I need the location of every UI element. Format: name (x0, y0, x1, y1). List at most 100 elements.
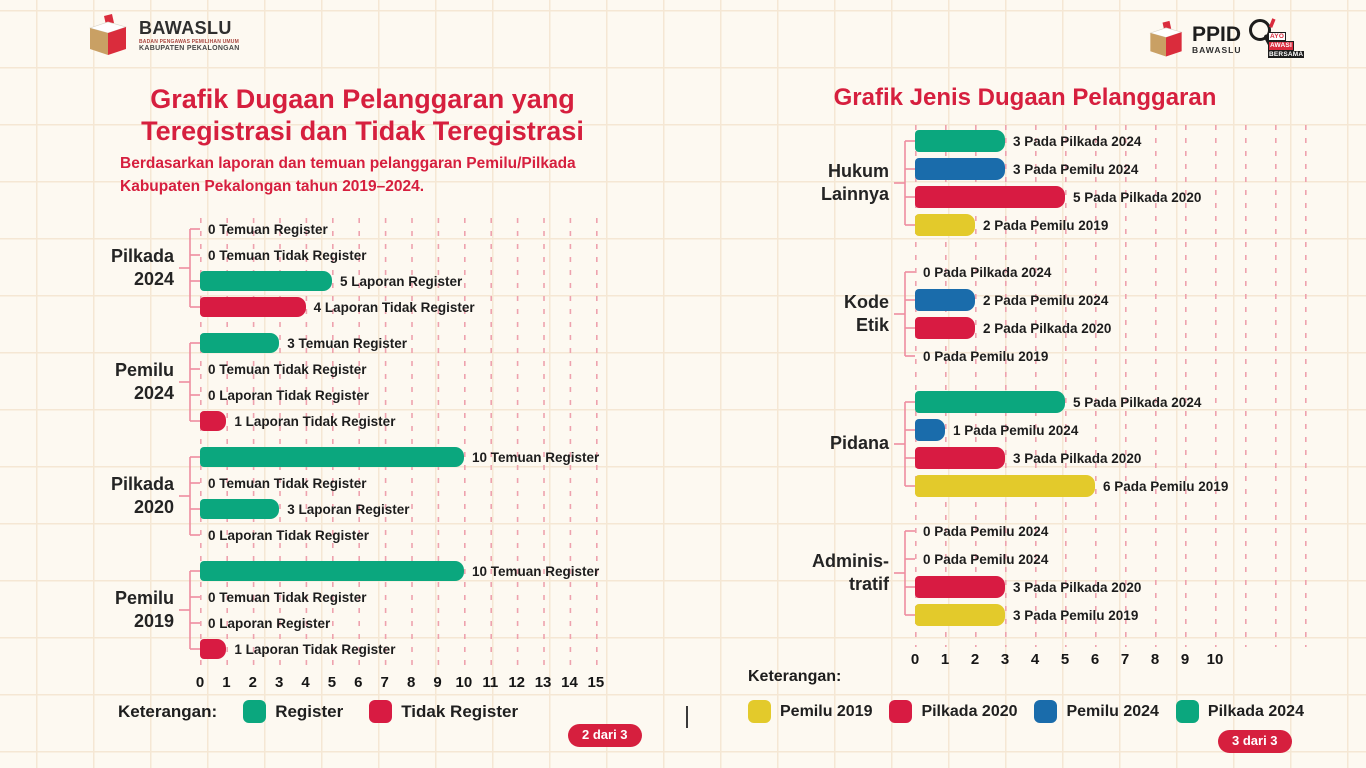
axis-tick: 10 (455, 674, 473, 691)
axis-tick: 12 (508, 674, 526, 691)
slide-3-panel: Grafik Jenis Dugaan Pelanggaran Hukum La… (700, 0, 1350, 768)
bar-label: 5 Laporan Register (340, 273, 463, 289)
bar (200, 271, 332, 291)
axis-tick: 2 (248, 674, 257, 691)
bar (915, 576, 1005, 598)
bar-label: 2 Pada Pemilu 2019 (983, 217, 1109, 233)
bar-label: 0 Laporan Tidak Register (208, 527, 370, 543)
bar-label: 0 Pada Pemilu 2019 (923, 348, 1049, 364)
bar-row: 1 Pada Pemilu 2024 (915, 416, 1305, 444)
bar-row: 5 Pada Pilkada 2024 (915, 388, 1305, 416)
ppid-logo-text: PPID BAWASLU (1192, 24, 1242, 55)
legend-swatch (889, 700, 913, 723)
category-group-pilkada-2024: Pilkada 2024 0 Temuan Register (94, 216, 600, 320)
axis-tick: 13 (534, 674, 552, 691)
group-bracket (179, 570, 200, 650)
bar-label: 5 Pada Pilkada 2020 (1073, 189, 1202, 205)
bar-row: 2 Pada Pilkada 2020 (915, 314, 1305, 342)
bar (915, 447, 1005, 469)
bar (200, 411, 227, 431)
bar-row: 3 Pada Pemilu 2024 (915, 155, 1305, 183)
ppid-logo-subtitle: BAWASLU (1192, 45, 1242, 56)
bar-row: 0 Pada Pemilu 2019 (915, 342, 1305, 370)
bar-row: 2 Pada Pemilu 2019 (915, 211, 1305, 239)
bar (915, 604, 1005, 626)
left-chart-subtitle: Berdasarkan laporan dan temuan pelanggar… (120, 155, 576, 196)
bar-row: 0 Temuan Tidak Register (200, 356, 600, 382)
group-rows: 5 Pada Pilkada 2024 1 Pada Pemilu 2024 3… (915, 388, 1305, 500)
axis-tick: 14 (561, 674, 578, 691)
bar-label: 2 Pada Pemilu 2024 (983, 292, 1109, 308)
bar-label: 3 Pada Pilkada 2020 (1013, 450, 1142, 466)
bar-row: 0 Temuan Tidak Register (200, 470, 600, 496)
group-bracket (179, 342, 200, 422)
text-cursor (686, 706, 688, 728)
legend-item: Tidak Register (369, 700, 518, 723)
bar-label: 0 Pada Pemilu 2024 (923, 523, 1049, 539)
axis-tick: 11 (482, 674, 499, 691)
bar-row: 3 Pada Pilkada 2024 (915, 127, 1305, 155)
axis-tick: 7 (1120, 651, 1130, 668)
legend-swatch (1034, 700, 1058, 723)
bar-label: 2 Pada Pilkada 2020 (983, 320, 1112, 336)
bar (200, 639, 227, 659)
right-chart: Hukum Lainnya 3 Pada Pilkada 2024 (769, 123, 1309, 683)
bar-label: 0 Temuan Tidak Register (208, 475, 367, 491)
axis-tick: 7 (380, 674, 389, 691)
legend-label: Pemilu 2024 (1066, 702, 1159, 720)
bar-label: 4 Laporan Tidak Register (313, 299, 475, 315)
awasi-bersama-logo: AYO AWASI BERSAMA (1247, 17, 1305, 61)
category-label: Pemilu 2024 (114, 359, 174, 403)
axis-tick: 8 (1150, 651, 1160, 668)
axis-tick: 1 (222, 674, 231, 691)
group-rows: 10 Temuan Register 0 Temuan Tidak Regist… (200, 444, 600, 548)
bar (915, 475, 1095, 497)
bar-row: 10 Temuan Register (200, 444, 600, 470)
axis-tick: 1 (940, 651, 950, 668)
axis-tick: 10 (1206, 651, 1224, 668)
bar (200, 447, 464, 467)
left-chart: Pilkada 2024 0 Temuan Register (94, 212, 640, 712)
bar-row: 1 Laporan Tidak Register (200, 408, 600, 434)
bar-label: 0 Temuan Tidak Register (208, 247, 367, 263)
awasi-logo-line2: AWASI (1268, 41, 1294, 51)
legend-swatch (243, 700, 267, 723)
axis-tick: 3 (274, 674, 284, 691)
legend-item: Pemilu 2019 (748, 700, 873, 723)
category-group-pemilu-2024: Pemilu 2024 3 Temuan Register (94, 330, 600, 434)
bar-row: 2 Pada Pemilu 2024 (915, 286, 1305, 314)
category-label: Pidana (829, 433, 889, 454)
bar-label: 3 Pada Pemilu 2024 (1013, 161, 1139, 177)
bar-label: 3 Laporan Register (287, 501, 410, 517)
bar-label: 1 Pada Pemilu 2024 (953, 422, 1079, 438)
axis-tick: 5 (1060, 651, 1070, 668)
axis-tick: 4 (1030, 651, 1040, 668)
bar (200, 333, 280, 353)
bar-label: 3 Pada Pilkada 2020 (1013, 579, 1142, 595)
left-chart-title: Grafik Dugaan Pelanggaran yang Teregistr… (141, 84, 584, 146)
bar-row: 0 Temuan Register (200, 216, 600, 242)
category-label: Hukum Lainnya (820, 160, 889, 204)
legend-swatch (369, 700, 393, 723)
legend-item: Pilkada 2020 (889, 700, 1018, 723)
bar-label: 0 Laporan Tidak Register (208, 387, 370, 403)
axis-tick: 8 (406, 674, 416, 691)
bar-row: 4 Laporan Tidak Register (200, 294, 600, 320)
legend-label: Pemilu 2019 (780, 702, 873, 720)
group-bracket (894, 140, 915, 226)
axis-tick: 6 (1090, 651, 1100, 668)
bar-label: 0 Pada Pilkada 2024 (923, 264, 1052, 280)
ppid-logo-name: PPID (1192, 23, 1242, 47)
right-x-axis: 0 1 2 3 4 5 6 7 8 9 10 (900, 651, 1230, 668)
bawaslu-logo-name: BAWASLU (139, 17, 232, 38)
group-bracket (894, 271, 915, 357)
bar (915, 130, 1005, 152)
bawaslu-logo-text: BAWASLU BADAN PENGAWAS PEMILIHAN UMUM KA… (139, 19, 240, 53)
bar (915, 391, 1065, 413)
legend-label: Pilkada 2024 (1207, 702, 1304, 720)
bar-label: 1 Laporan Tidak Register (234, 641, 396, 657)
axis-tick: 3 (1000, 651, 1010, 668)
legend-label: Register (275, 701, 344, 721)
group-bracket (894, 401, 915, 487)
